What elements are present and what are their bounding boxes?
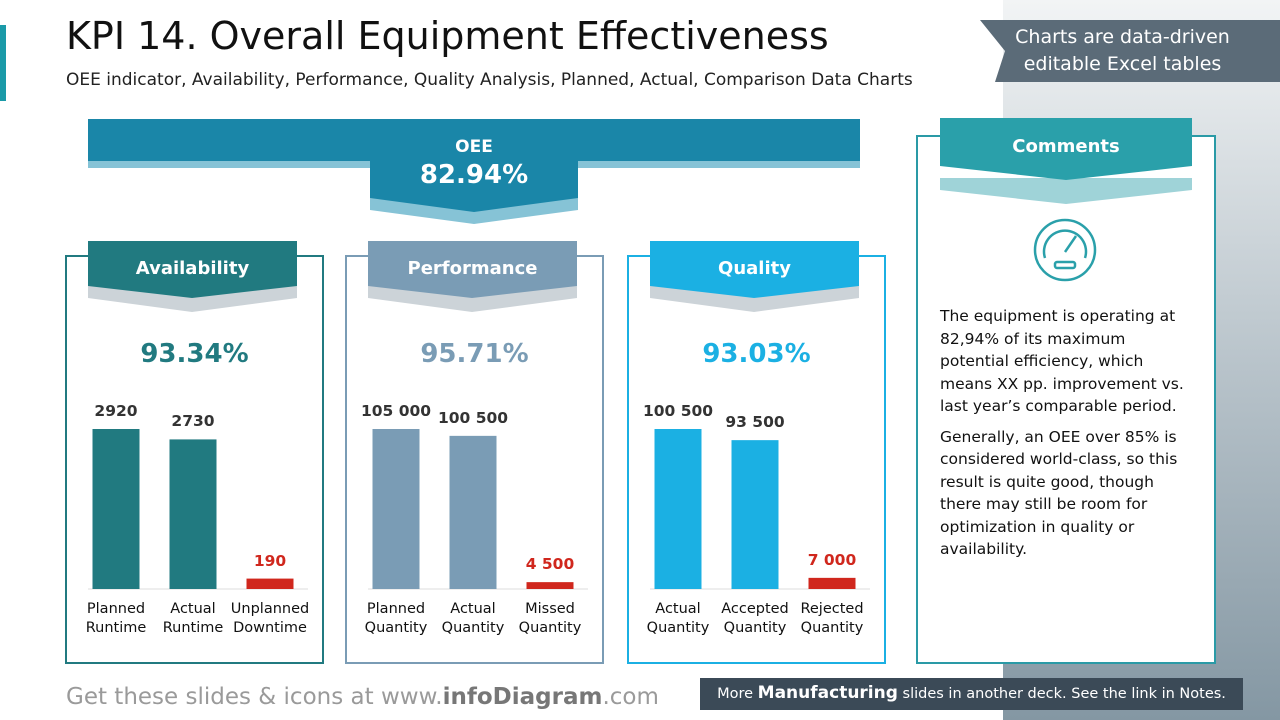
chart-header [88, 241, 297, 298]
x-tick-label: Rejected Quantity [800, 601, 864, 636]
comments-shadow [940, 178, 1192, 204]
x-tick-label: Unplanned Downtime [230, 601, 310, 636]
headline: 93.03% [702, 339, 811, 369]
comments-title: Comments [1012, 136, 1120, 157]
bar [731, 440, 779, 589]
value-label: 105 000 [360, 402, 432, 420]
bar [169, 439, 217, 589]
header-shadow [368, 286, 577, 312]
note-text: More [717, 686, 758, 702]
note-text: slides in another deck. See the link in … [897, 686, 1226, 702]
oee-value: 82.94% [419, 160, 529, 190]
chart-header [650, 241, 859, 298]
bar [654, 429, 702, 589]
value-label: 93 500 [725, 413, 785, 432]
bar [372, 429, 420, 589]
footer-text: .com [602, 684, 659, 710]
header-shadow [88, 286, 297, 312]
bar [92, 429, 140, 589]
bar [449, 435, 497, 589]
chart-header [368, 241, 577, 298]
value-label: 2730 [171, 412, 215, 431]
value-label: 7 000 [807, 550, 857, 569]
badge: Charts are data-driven editable Excel ta… [1015, 26, 1230, 75]
value-label: 190 [253, 551, 287, 570]
oee-badge [370, 119, 578, 212]
x-tick-label: Missed Quantity [518, 601, 582, 636]
x-tick-label: Accepted Quantity [721, 601, 789, 636]
note-bold: Manufacturing [757, 683, 898, 703]
title: KPI 14. Overall Equipment Effectiveness [66, 14, 829, 58]
value-label: 4 500 [525, 555, 575, 574]
x-tick-label: Actual Quantity [646, 601, 710, 636]
paragraph: The equipment is operating at 82,94% of … [940, 307, 1184, 415]
x-tick-label: Planned Runtime [85, 601, 147, 636]
footer-brand: infoDiagram [442, 684, 603, 710]
bar [246, 578, 294, 589]
badge-shape [980, 20, 1280, 82]
subtitle: OEE indicator, Availability, Performance… [66, 70, 913, 90]
chart-title: Quality [718, 258, 791, 279]
chart-title: Performance [407, 258, 538, 279]
comments-header [940, 118, 1192, 180]
x-tick-label: Planned Quantity [364, 601, 428, 636]
footer: Get these slides & icons at www.infoDiag… [66, 684, 659, 710]
gauge-icon [1033, 218, 1097, 282]
value-label: 2920 [94, 402, 138, 420]
bar [526, 582, 574, 589]
comments-panel [916, 135, 1216, 664]
x-tick-label: Actual Runtime [162, 601, 224, 636]
footer-text: Get these slides & icons at www. [66, 684, 443, 710]
note: More Manufacturing slides in another dec… [700, 683, 1243, 703]
headline: 93.34% [140, 339, 249, 369]
chart-title: Availability [135, 258, 250, 279]
header-shadow [650, 286, 859, 312]
oee-label: OEE [455, 137, 493, 157]
paragraph: Generally, an OEE over 85% is considered… [940, 427, 1178, 559]
bar [808, 577, 856, 589]
accent [0, 25, 6, 101]
note-box [700, 678, 1243, 710]
value-label: 100 500 [437, 408, 509, 427]
comments-text: The equipment is operating at 82,94% of … [940, 305, 1190, 561]
headline: 95.71% [420, 339, 529, 369]
x-tick-label: Actual Quantity [441, 601, 505, 636]
value-label: 100 500 [642, 402, 714, 420]
